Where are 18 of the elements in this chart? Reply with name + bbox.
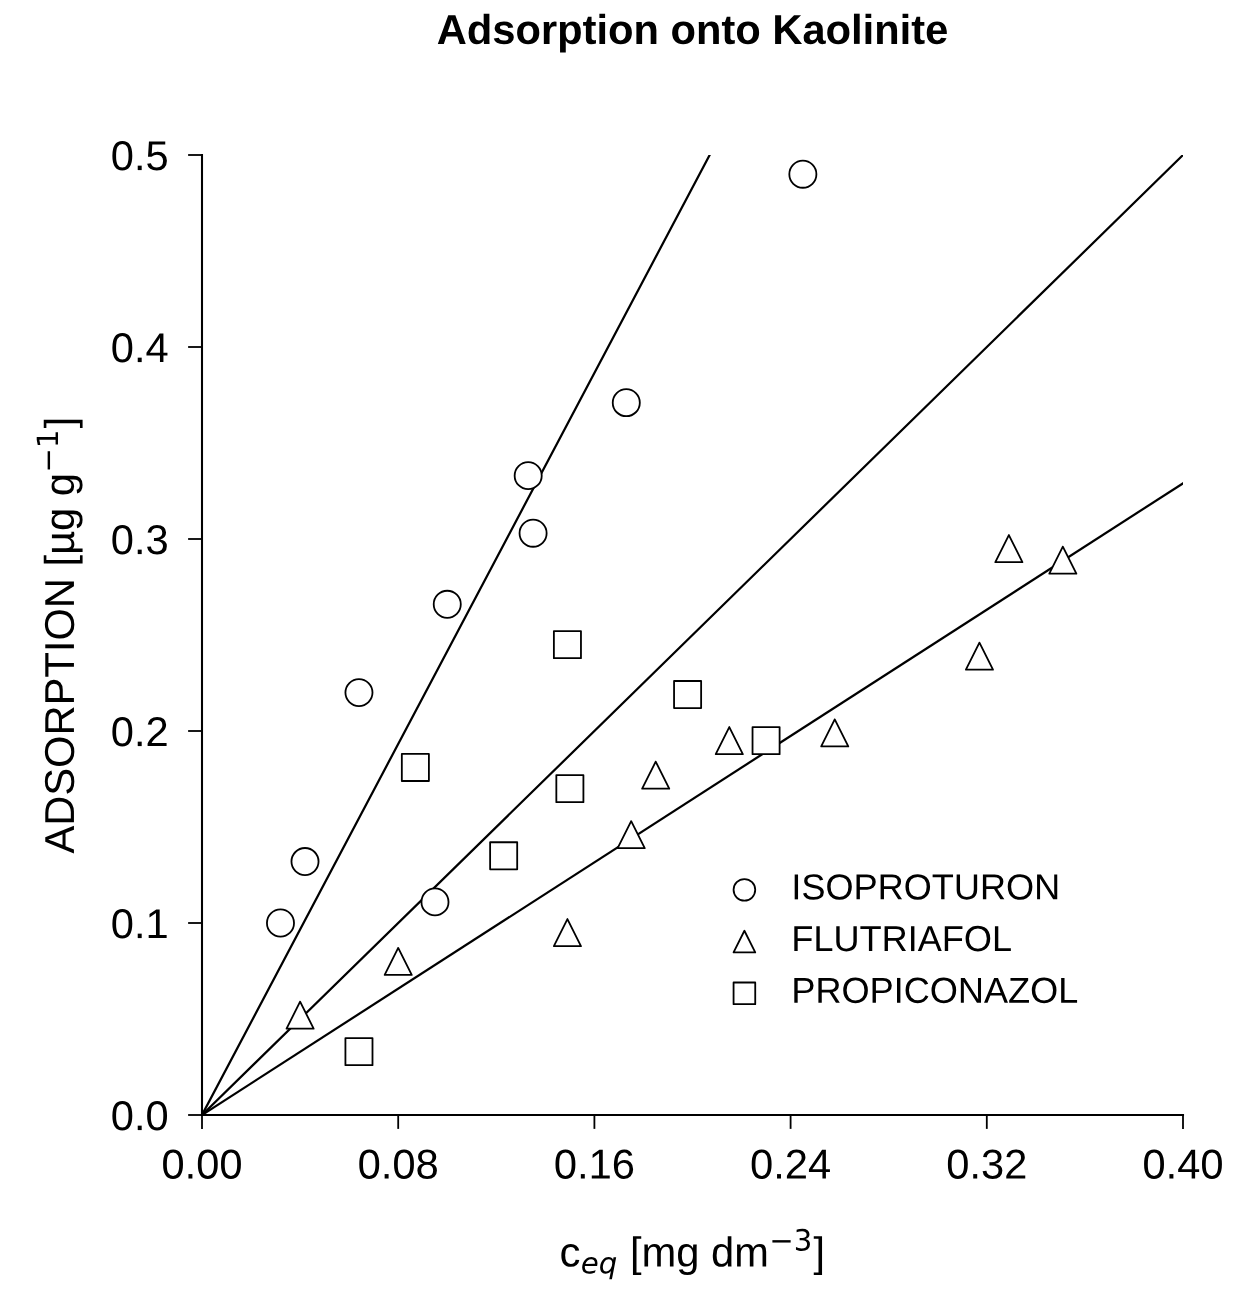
legend-label: ISOPROTURON xyxy=(794,874,1058,900)
legend-label: PROPICONAZOL xyxy=(794,977,1078,1004)
y-tick-label: 0.2 xyxy=(112,717,167,747)
x-tick-label: 0.24 xyxy=(751,1149,830,1179)
y-tick-label: 0.5 xyxy=(112,141,167,171)
legend-label: FLUTRIAFOL xyxy=(794,925,1011,952)
y-tick-label: 0.4 xyxy=(112,333,168,363)
x-tick-label: 0.16 xyxy=(555,1149,634,1179)
y-tick-label: 0.3 xyxy=(112,525,167,555)
x-tick-label: 0.00 xyxy=(163,1149,241,1179)
x-tick-label: 0.40 xyxy=(1144,1149,1222,1179)
y-axis-title: ADSORPTION [µg g$^{−1}$] xyxy=(36,419,83,854)
chart-title: Adsorption onto Kaolinite xyxy=(437,13,947,53)
x-tick-label: 0.32 xyxy=(947,1149,1026,1179)
x-axis-title: c$_{eq}$ [mg dm$^{−3}$] xyxy=(561,1228,823,1280)
x-tick-label: 0.08 xyxy=(359,1149,437,1179)
y-tick-label: 0.0 xyxy=(112,1101,168,1131)
y-tick-label: 0.1 xyxy=(112,909,167,939)
